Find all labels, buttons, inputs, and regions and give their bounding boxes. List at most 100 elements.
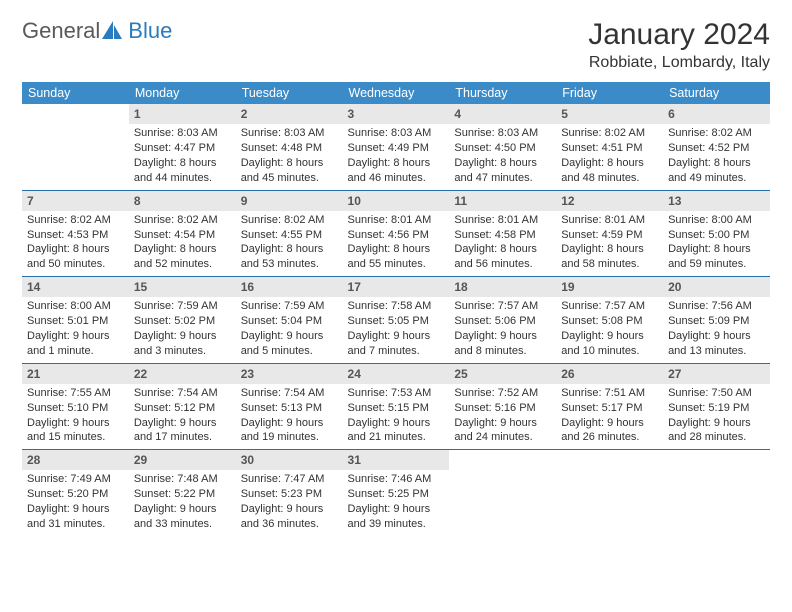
day-details: Sunrise: 7:55 AMSunset: 5:10 PMDaylight:… [22, 384, 129, 449]
sunrise-line: Sunrise: 8:01 AM [561, 213, 658, 228]
daylight-line: Daylight: 9 hours and 8 minutes. [454, 329, 551, 359]
calendar-row: 28Sunrise: 7:49 AMSunset: 5:20 PMDayligh… [22, 450, 770, 536]
day-details: Sunrise: 8:03 AMSunset: 4:48 PMDaylight:… [236, 124, 343, 189]
weekday-wednesday: Wednesday [343, 82, 450, 104]
logo-text-1: General [22, 18, 100, 44]
day-number: 16 [236, 277, 343, 297]
weekday-header-row: Sunday Monday Tuesday Wednesday Thursday… [22, 82, 770, 104]
sunset-line: Sunset: 4:51 PM [561, 141, 658, 156]
day-details: Sunrise: 7:47 AMSunset: 5:23 PMDaylight:… [236, 470, 343, 535]
calendar-cell: 13Sunrise: 8:00 AMSunset: 5:00 PMDayligh… [663, 190, 770, 277]
day-number: 22 [129, 364, 236, 384]
sunset-line: Sunset: 4:52 PM [668, 141, 765, 156]
weekday-tuesday: Tuesday [236, 82, 343, 104]
daylight-line: Daylight: 8 hours and 49 minutes. [668, 156, 765, 186]
day-details: Sunrise: 7:59 AMSunset: 5:02 PMDaylight:… [129, 297, 236, 362]
day-details: Sunrise: 7:59 AMSunset: 5:04 PMDaylight:… [236, 297, 343, 362]
calendar-cell: 8Sunrise: 8:02 AMSunset: 4:54 PMDaylight… [129, 190, 236, 277]
sunset-line: Sunset: 4:58 PM [454, 228, 551, 243]
day-number: 23 [236, 364, 343, 384]
day-number: 4 [449, 104, 556, 124]
day-number: 3 [343, 104, 450, 124]
calendar-cell: 9Sunrise: 8:02 AMSunset: 4:55 PMDaylight… [236, 190, 343, 277]
sunrise-line: Sunrise: 7:55 AM [27, 386, 124, 401]
day-details: Sunrise: 7:56 AMSunset: 5:09 PMDaylight:… [663, 297, 770, 362]
calendar-cell: 3Sunrise: 8:03 AMSunset: 4:49 PMDaylight… [343, 104, 450, 190]
sunrise-line: Sunrise: 8:02 AM [134, 213, 231, 228]
day-number: 26 [556, 364, 663, 384]
daylight-line: Daylight: 8 hours and 47 minutes. [454, 156, 551, 186]
sunrise-line: Sunrise: 7:50 AM [668, 386, 765, 401]
day-details: Sunrise: 7:52 AMSunset: 5:16 PMDaylight:… [449, 384, 556, 449]
calendar-cell [449, 450, 556, 536]
day-number: 19 [556, 277, 663, 297]
day-details: Sunrise: 8:02 AMSunset: 4:52 PMDaylight:… [663, 124, 770, 189]
calendar-cell: 4Sunrise: 8:03 AMSunset: 4:50 PMDaylight… [449, 104, 556, 190]
calendar-cell: 11Sunrise: 8:01 AMSunset: 4:58 PMDayligh… [449, 190, 556, 277]
sunset-line: Sunset: 5:08 PM [561, 314, 658, 329]
sunrise-line: Sunrise: 8:03 AM [348, 126, 445, 141]
daylight-line: Daylight: 9 hours and 28 minutes. [668, 416, 765, 446]
sunrise-line: Sunrise: 8:00 AM [668, 213, 765, 228]
calendar-cell: 30Sunrise: 7:47 AMSunset: 5:23 PMDayligh… [236, 450, 343, 536]
calendar-cell: 7Sunrise: 8:02 AMSunset: 4:53 PMDaylight… [22, 190, 129, 277]
sunrise-line: Sunrise: 8:00 AM [27, 299, 124, 314]
day-details: Sunrise: 7:58 AMSunset: 5:05 PMDaylight:… [343, 297, 450, 362]
logo-text-2: Blue [128, 18, 172, 44]
calendar-cell: 19Sunrise: 7:57 AMSunset: 5:08 PMDayligh… [556, 277, 663, 364]
day-details: Sunrise: 8:02 AMSunset: 4:53 PMDaylight:… [22, 211, 129, 276]
sunrise-line: Sunrise: 8:02 AM [668, 126, 765, 141]
calendar-cell: 27Sunrise: 7:50 AMSunset: 5:19 PMDayligh… [663, 363, 770, 450]
day-details: Sunrise: 8:03 AMSunset: 4:50 PMDaylight:… [449, 124, 556, 189]
sunset-line: Sunset: 5:15 PM [348, 401, 445, 416]
sunset-line: Sunset: 5:04 PM [241, 314, 338, 329]
day-number: 7 [22, 191, 129, 211]
daylight-line: Daylight: 9 hours and 17 minutes. [134, 416, 231, 446]
sunrise-line: Sunrise: 7:51 AM [561, 386, 658, 401]
sunset-line: Sunset: 4:53 PM [27, 228, 124, 243]
weekday-monday: Monday [129, 82, 236, 104]
sunrise-line: Sunrise: 8:02 AM [27, 213, 124, 228]
day-details: Sunrise: 7:46 AMSunset: 5:25 PMDaylight:… [343, 470, 450, 535]
day-details: Sunrise: 7:50 AMSunset: 5:19 PMDaylight:… [663, 384, 770, 449]
sunset-line: Sunset: 5:00 PM [668, 228, 765, 243]
calendar-cell: 1Sunrise: 8:03 AMSunset: 4:47 PMDaylight… [129, 104, 236, 190]
calendar-cell: 15Sunrise: 7:59 AMSunset: 5:02 PMDayligh… [129, 277, 236, 364]
sunset-line: Sunset: 5:09 PM [668, 314, 765, 329]
calendar-cell: 31Sunrise: 7:46 AMSunset: 5:25 PMDayligh… [343, 450, 450, 536]
calendar-cell: 18Sunrise: 7:57 AMSunset: 5:06 PMDayligh… [449, 277, 556, 364]
sunrise-line: Sunrise: 7:46 AM [348, 472, 445, 487]
daylight-line: Daylight: 9 hours and 24 minutes. [454, 416, 551, 446]
title-block: January 2024 Robbiate, Lombardy, Italy [588, 18, 770, 72]
day-number: 30 [236, 450, 343, 470]
day-number: 10 [343, 191, 450, 211]
daylight-line: Daylight: 9 hours and 3 minutes. [134, 329, 231, 359]
day-number: 18 [449, 277, 556, 297]
location: Robbiate, Lombardy, Italy [588, 54, 770, 72]
sunrise-line: Sunrise: 7:56 AM [668, 299, 765, 314]
day-details: Sunrise: 8:02 AMSunset: 4:54 PMDaylight:… [129, 211, 236, 276]
weekday-thursday: Thursday [449, 82, 556, 104]
calendar-cell: 17Sunrise: 7:58 AMSunset: 5:05 PMDayligh… [343, 277, 450, 364]
sunrise-line: Sunrise: 7:54 AM [241, 386, 338, 401]
sunset-line: Sunset: 4:59 PM [561, 228, 658, 243]
daylight-line: Daylight: 8 hours and 56 minutes. [454, 242, 551, 272]
daylight-line: Daylight: 9 hours and 39 minutes. [348, 502, 445, 532]
sunset-line: Sunset: 5:19 PM [668, 401, 765, 416]
calendar-cell: 14Sunrise: 8:00 AMSunset: 5:01 PMDayligh… [22, 277, 129, 364]
weekday-friday: Friday [556, 82, 663, 104]
calendar-cell: 2Sunrise: 8:03 AMSunset: 4:48 PMDaylight… [236, 104, 343, 190]
calendar-cell: 25Sunrise: 7:52 AMSunset: 5:16 PMDayligh… [449, 363, 556, 450]
day-details: Sunrise: 7:54 AMSunset: 5:13 PMDaylight:… [236, 384, 343, 449]
day-details: Sunrise: 8:02 AMSunset: 4:55 PMDaylight:… [236, 211, 343, 276]
sunset-line: Sunset: 5:23 PM [241, 487, 338, 502]
sunset-line: Sunset: 5:17 PM [561, 401, 658, 416]
sunset-line: Sunset: 5:12 PM [134, 401, 231, 416]
sunrise-line: Sunrise: 8:03 AM [241, 126, 338, 141]
day-number: 11 [449, 191, 556, 211]
calendar-cell: 12Sunrise: 8:01 AMSunset: 4:59 PMDayligh… [556, 190, 663, 277]
daylight-line: Daylight: 8 hours and 52 minutes. [134, 242, 231, 272]
calendar-cell: 10Sunrise: 8:01 AMSunset: 4:56 PMDayligh… [343, 190, 450, 277]
calendar-cell: 5Sunrise: 8:02 AMSunset: 4:51 PMDaylight… [556, 104, 663, 190]
calendar-cell: 24Sunrise: 7:53 AMSunset: 5:15 PMDayligh… [343, 363, 450, 450]
